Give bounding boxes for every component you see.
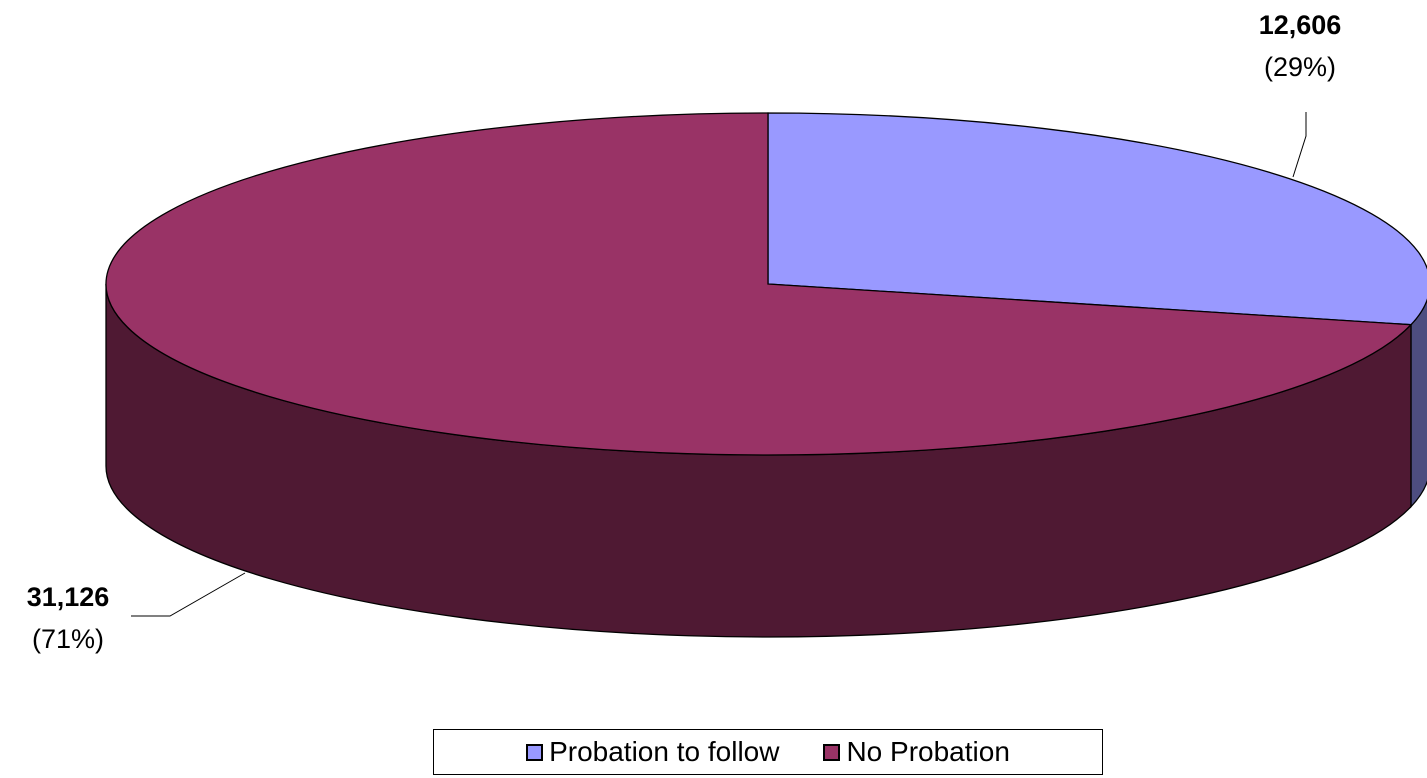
leader-line-probation-to-follow xyxy=(1292,112,1307,178)
legend-label-probation-to-follow: Probation to follow xyxy=(549,736,780,767)
legend-swatch-probation-to-follow xyxy=(526,743,544,761)
data-label-percent-probation-to-follow: (29%) xyxy=(1264,52,1336,82)
legend-item-no-probation: No Probation xyxy=(823,736,1010,768)
leader-line-no-probation xyxy=(131,572,246,617)
legend-label-no-probation: No Probation xyxy=(846,736,1010,767)
legend-swatch-no-probation xyxy=(823,743,841,761)
data-label-percent-no-probation: (71%) xyxy=(32,624,104,654)
legend: Probation to follow No Probation xyxy=(433,729,1103,775)
data-label-value-probation-to-follow: 12,606 xyxy=(1259,10,1342,40)
pie-slice-no-probation xyxy=(105,112,1413,456)
legend-item-probation-to-follow: Probation to follow xyxy=(526,736,779,768)
pie-slice-probation-to-follow xyxy=(767,112,1427,326)
data-label-value-no-probation: 31,126 xyxy=(27,582,110,612)
